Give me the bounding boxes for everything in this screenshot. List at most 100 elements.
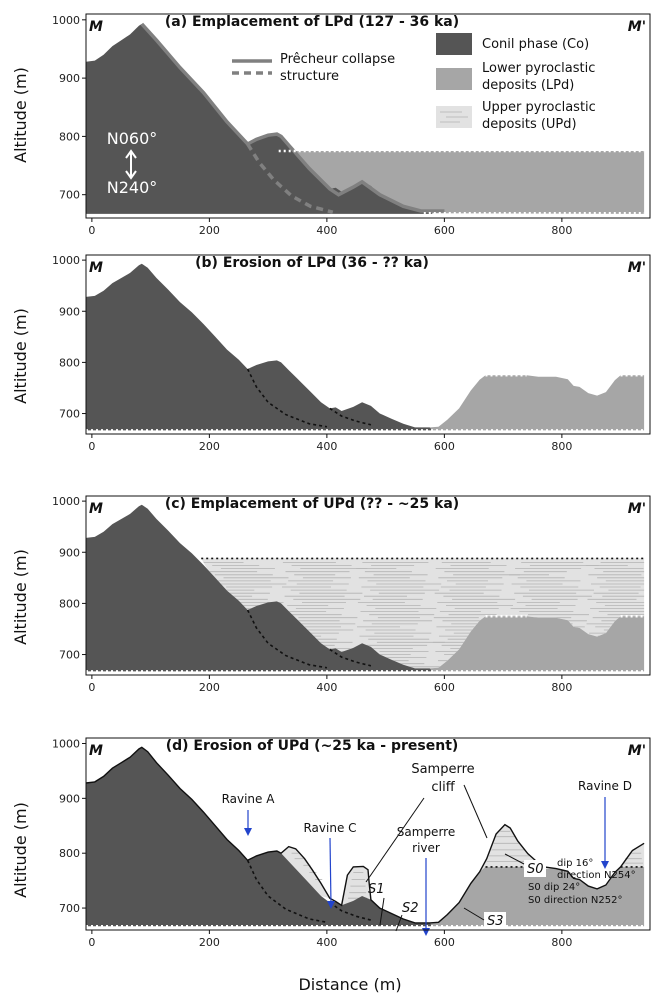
x-axis-label: Distance (m) [298, 975, 401, 994]
axes-frame [85, 737, 651, 931]
legend-collapse-label: Prêcheur collapse [280, 52, 395, 67]
orientation-bottom: N240° [107, 178, 158, 197]
legend-collapse-label-2: structure [280, 69, 339, 84]
collapse-dashed-2 [329, 407, 372, 426]
conil-phase [86, 504, 433, 672]
x-tick-label: 800 [551, 440, 572, 453]
lpd-deposit [279, 151, 645, 214]
y-axis-label: Altitude (m) [11, 549, 30, 645]
axes-frame [85, 495, 651, 676]
panel-title: (a) Emplacement of LPd (127 - 36 ka) [165, 14, 459, 30]
corner-label-right: M' [628, 501, 646, 517]
x-tick-label: 800 [551, 681, 572, 694]
y-axis-label: Altitude (m) [11, 67, 30, 163]
collapse-dashed-1 [246, 859, 328, 924]
legend-lpd-label: Lower pyroclastic [482, 61, 595, 76]
axes-frame [85, 254, 651, 435]
y-tick-label: 1000 [52, 14, 80, 27]
surface-s0-label: S0 [527, 862, 544, 877]
x-tick-label: 0 [88, 224, 95, 237]
conil-phase [86, 747, 433, 927]
conil-phase [86, 263, 433, 431]
x-tick-label: 800 [551, 224, 572, 237]
ravine-c-arrow-icon [329, 837, 332, 906]
upd-remnant-1 [281, 846, 330, 899]
upd-remnant-4 [620, 843, 645, 867]
precheur-collapse-dashed [246, 143, 334, 214]
surface-s0-box [524, 860, 546, 877]
samperre-river-label-2: river [412, 841, 440, 855]
y-tick-label: 900 [59, 546, 80, 559]
surface-s1-label: S1 [368, 882, 385, 897]
y-tick-label: 700 [59, 902, 80, 915]
surface-s2-pointer [395, 914, 403, 932]
panel-c: dip 16° [86, 504, 645, 869]
s0-dip-label: S0 dip 24° [528, 882, 580, 893]
axes-layer: 0 200 400 600 800 1000 900 800 700 (a) Emplacemen… [52, 13, 651, 949]
panel-d: Ravine A Ravine C Ravine D Samperre clif… [85, 746, 645, 936]
ravine-d-label: Ravine D [578, 779, 632, 793]
axes-frame [85, 13, 651, 219]
surface-s0-pointer [504, 853, 525, 865]
y-tick-label: 900 [59, 792, 80, 805]
samperre-cliff-pointer-right [463, 784, 488, 839]
x-tick-label: 600 [434, 224, 455, 237]
y-axis-label: Altitude (m) [11, 308, 30, 404]
y-tick-label: 800 [59, 130, 80, 143]
dip-annotation: dip 16° [557, 858, 593, 869]
ravine-d-arrowhead-icon [601, 861, 609, 869]
y-tick-label: 800 [59, 847, 80, 860]
y-tick-label: 900 [59, 72, 80, 85]
surface-s3-pointer [463, 907, 485, 921]
direction-annotation: direction N254° [557, 870, 636, 881]
samperre-cliff-label-2: cliff [431, 780, 455, 795]
legend-upd-hatch [440, 111, 468, 123]
y-axis-label: Altitude (m) [11, 802, 30, 898]
y-tick-label: 1000 [52, 254, 80, 267]
corner-label-right: M' [628, 743, 646, 759]
samperre-river-label: Samperre [397, 825, 455, 839]
ravine-a-arrowhead-icon [244, 828, 252, 836]
lpd-remnant [429, 616, 645, 672]
orientation-top: N060° [107, 129, 158, 148]
panel-title: (d) Erosion of UPd (~25 ka - present) [166, 738, 459, 754]
x-tick-label: 400 [316, 681, 337, 694]
surface-s3-box [484, 912, 506, 929]
s0-direction-label: S0 direction N252° [528, 895, 622, 906]
y-tick-label: 700 [59, 189, 80, 202]
y-tick-label: 700 [59, 408, 80, 421]
y-tick-label: 700 [59, 649, 80, 662]
collapse-dashed-2 [329, 648, 372, 667]
x-tick-label: 400 [316, 936, 337, 949]
y-tick-label: 900 [59, 305, 80, 318]
surface-s2-label: S2 [402, 901, 419, 916]
x-tick-label: 200 [199, 936, 220, 949]
x-tick-label: 400 [316, 224, 337, 237]
surface-s1-pointer [379, 897, 385, 926]
lpd-remnant [429, 866, 645, 927]
x-tick-label: 600 [434, 440, 455, 453]
y-tick-label: 1000 [52, 737, 80, 750]
x-tick-label: 400 [316, 440, 337, 453]
panel-b [86, 263, 645, 432]
collapse-dashed-2 [329, 901, 372, 921]
legend-conil-label: Conil phase (Co) [482, 37, 589, 52]
x-tick-label: 200 [199, 681, 220, 694]
collapse-dashed-1 [246, 368, 328, 428]
corner-label-left: M [89, 501, 103, 517]
surface-s3-label: S3 [487, 914, 504, 929]
corner-label-left: M [89, 19, 103, 35]
y-tick-label: 800 [59, 356, 80, 369]
x-tick-label: 0 [88, 681, 95, 694]
corner-label-right: M' [628, 260, 646, 276]
precheur-collapse-line [140, 22, 445, 213]
legend-conil-swatch [436, 33, 472, 55]
upd-deposit [201, 558, 645, 669]
x-tick-label: 200 [199, 224, 220, 237]
samperre-cliff-label: Samperre [411, 762, 474, 777]
corner-label-left: M [89, 260, 103, 276]
panel-title: (c) Emplacement of UPd (?? - ~25 ka) [165, 496, 459, 512]
legend-lpd-label-2: deposits (LPd) [482, 78, 574, 93]
legend-lpd-swatch [436, 68, 472, 90]
y-tick-label: 1000 [52, 495, 80, 508]
